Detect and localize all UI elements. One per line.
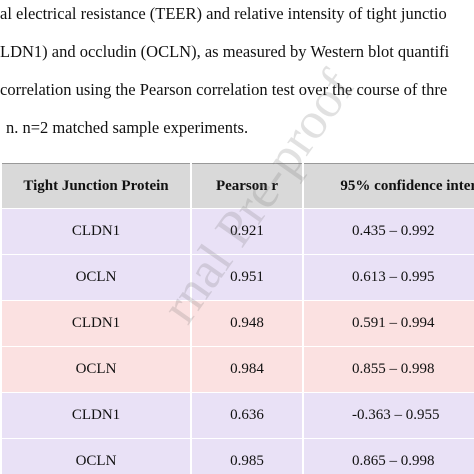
text-line: correlation using the Pearson correlatio… <box>0 80 448 99</box>
table-cell: CLDN1 <box>0 392 191 439</box>
table-cell: OCLN <box>0 346 191 393</box>
table-cell: 0.921 <box>190 208 303 255</box>
table-cell: 0.985 <box>190 438 303 474</box>
text-line: al electrical resistance (TEER) and rela… <box>0 4 447 23</box>
table-cell: OCLN <box>0 254 191 301</box>
table-cell: 0.855 – 0.998 <box>302 346 474 393</box>
table-cell: OCLN <box>0 438 191 474</box>
header-cell: Tight Junction Protein <box>0 163 191 209</box>
header-cell: 95% confidence interv <box>302 163 474 209</box>
text-line: n. n=2 matched sample experiments. <box>6 118 249 137</box>
table: Tight Junction Protein Pearson r 95% confi… <box>0 163 474 474</box>
table-row: CLDN1 0.921 0.435 – 0.992 <box>0 208 474 255</box>
table-row: CLDN1 0.948 0.591 – 0.994 <box>0 300 474 347</box>
table-cell: 0.951 <box>190 254 303 301</box>
table-cell: 0.591 – 0.994 <box>302 300 474 347</box>
table-cell: 0.865 – 0.998 <box>302 438 474 474</box>
table-cell: -0.363 – 0.955 <box>302 392 474 439</box>
table-cell: 0.636 <box>190 392 303 439</box>
table-row: CLDN1 0.636 -0.363 – 0.955 <box>0 392 474 439</box>
text-line: LDN1) and occludin (OCLN), as measured b… <box>0 42 450 61</box>
table-cell: CLDN1 <box>0 208 191 255</box>
header-row: Tight Junction Protein Pearson r 95% confi… <box>0 163 474 209</box>
table-cell: CLDN1 <box>0 300 191 347</box>
table-row: OCLN 0.984 0.855 – 0.998 <box>0 346 474 393</box>
header-cell: Pearson r <box>190 163 303 209</box>
table-cell: 0.984 <box>190 346 303 393</box>
table-cell: 0.948 <box>190 300 303 347</box>
table-row: OCLN 0.985 0.865 – 0.998 <box>0 438 474 474</box>
table-row: OCLN 0.951 0.613 – 0.995 <box>0 254 474 301</box>
table-cell: 0.435 – 0.992 <box>302 208 474 255</box>
table-cell: 0.613 – 0.995 <box>302 254 474 301</box>
